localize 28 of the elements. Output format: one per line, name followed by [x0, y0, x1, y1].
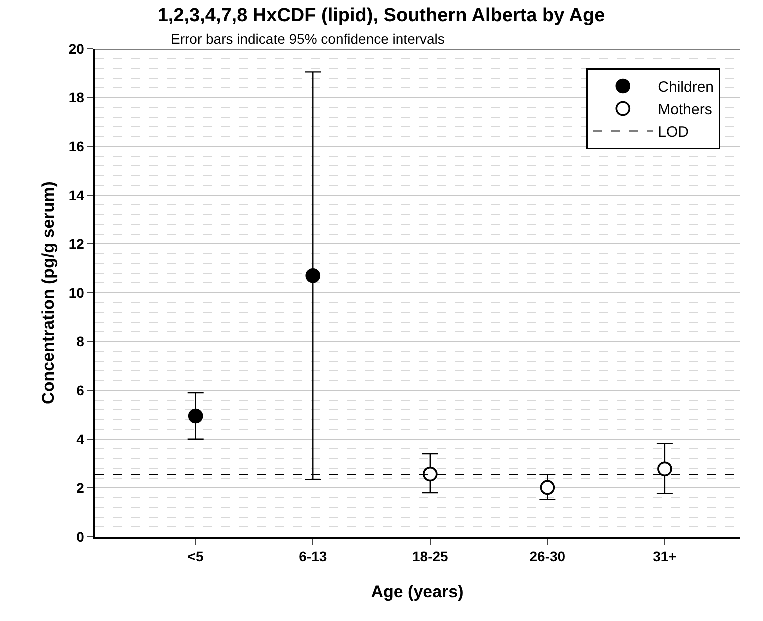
y-tick-label: 4	[76, 431, 85, 448]
y-tick-label: 18	[68, 90, 85, 106]
chart-subtitle: Error bars indicate 95% confidence intervals	[171, 31, 445, 47]
y-tick-label: 14	[68, 187, 85, 204]
y-tick-label: 8	[76, 334, 85, 350]
point	[540, 480, 556, 496]
x-tick-label: <5	[188, 548, 204, 565]
y-tick-label: 12	[68, 236, 85, 252]
x-tick-label: 26-30	[530, 548, 566, 565]
y-axis-title: Concentration (pg/g serum)	[38, 182, 58, 404]
point	[658, 462, 672, 477]
point	[306, 268, 321, 284]
y-tick-label: 6	[76, 382, 85, 398]
y-tick-label: 2	[76, 480, 85, 496]
legend-label: LOD	[658, 124, 690, 142]
y-tick-label: 16	[68, 138, 85, 154]
chart-title: 1,2,3,4,7,8 HxCDF (lipid), Southern Alberta by Age	[158, 5, 606, 26]
y-tick-label: 0	[76, 528, 85, 545]
point	[423, 466, 438, 482]
x-tick-label: 6-13	[299, 548, 328, 565]
legend-label: Mothers	[658, 102, 712, 119]
x-axis-title: Age (years)	[371, 582, 464, 602]
x-tick-label: 18-25	[412, 548, 449, 565]
y-tick-label: 20	[68, 40, 85, 57]
y-tick-label: 10	[68, 284, 85, 301]
x-tick-label: 31+	[653, 548, 677, 565]
point	[188, 408, 204, 424]
legend-label: Children	[658, 79, 714, 96]
